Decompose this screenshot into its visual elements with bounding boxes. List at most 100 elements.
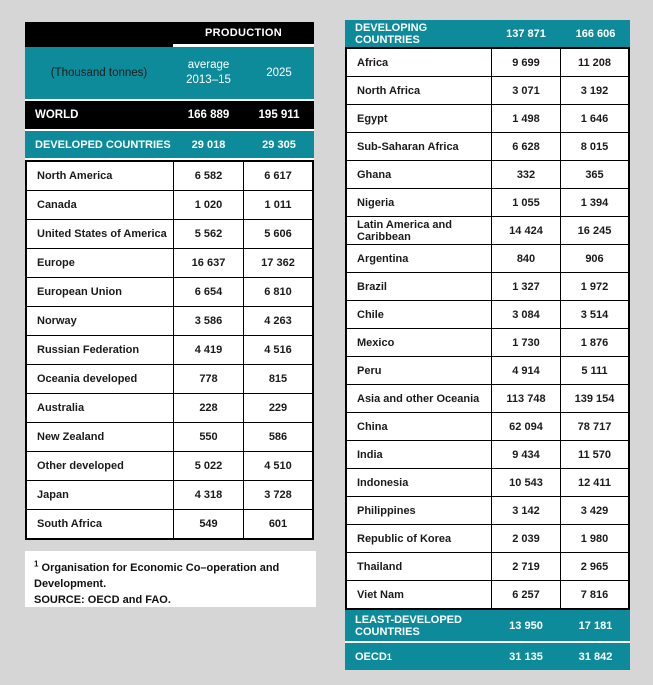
row-label: Peru [347, 357, 492, 384]
row-label: Nigeria [347, 189, 492, 216]
column-header-average-line1: average [187, 59, 230, 71]
table-row: Chile 3 084 3 514 [347, 301, 628, 329]
value-2025: 11 208 [577, 56, 612, 69]
value-2025: 3 514 [580, 308, 609, 321]
value-2025: 3 728 [264, 489, 292, 501]
row-label: DEVELOPED COUNTRIES [35, 138, 171, 151]
value-2025: 78 717 [577, 420, 612, 433]
footnote: 1 Organisation for Economic Co–operation… [25, 551, 316, 607]
row-label: OECD 1 [355, 650, 392, 663]
value-2025: 139 154 [574, 392, 615, 405]
value-2025: 31 842 [578, 650, 613, 663]
row-label: Chile [347, 301, 492, 328]
table-row: India 9 434 11 570 [347, 441, 628, 469]
value-avg: 1 327 [492, 273, 561, 300]
row-label: India [347, 441, 492, 468]
divider [25, 129, 314, 131]
row-label: Asia and other Oceania [347, 385, 492, 412]
row-label: Mexico [347, 329, 492, 356]
value-avg: 137 871 [506, 27, 546, 40]
row-label: China [347, 413, 492, 440]
value-2025: 11 570 [577, 448, 612, 461]
row-label: Egypt [347, 105, 492, 132]
value-avg: 9 699 [492, 49, 561, 76]
row-label: WORLD [35, 109, 79, 121]
value-2025: 195 911 [258, 109, 300, 121]
footnote-line1: 1 Organisation for Economic Co–operation… [34, 560, 308, 592]
value-2025: 601 [268, 518, 288, 530]
value-avg: 3 071 [492, 77, 561, 104]
production-header: PRODUCTION [173, 22, 314, 47]
table-row: Peru 4 914 5 111 [347, 357, 628, 385]
value-2025: 3 429 [580, 504, 609, 517]
value-avg: 1 498 [492, 105, 561, 132]
table-row: Australia 228 229 [27, 394, 312, 423]
value-2025: 4 516 [264, 344, 292, 356]
row-label: Australia [27, 394, 174, 422]
value-2025: 1 980 [580, 532, 609, 545]
row-label: Russian Federation [27, 336, 174, 364]
value-avg: 10 543 [492, 469, 561, 496]
value-2025: 1 646 [580, 112, 609, 125]
value-avg: 14 424 [492, 217, 561, 244]
value-2025: 17 362 [261, 257, 295, 269]
row-label: Canada [27, 191, 174, 219]
least-developed-countries-row: LEAST-DEVELOPED COUNTRIES 13 950 17 181 [345, 610, 630, 641]
column-header-average: average 2013–15 [173, 47, 244, 99]
value-avg: 5 562 [174, 220, 244, 248]
value-2025: 6 810 [264, 286, 292, 298]
table-row: Russian Federation 4 419 4 516 [27, 336, 312, 365]
row-label: Ghana [347, 161, 492, 188]
value-avg: 6 654 [174, 278, 244, 306]
divider [345, 641, 630, 643]
table-row: Ghana 332 365 [347, 161, 628, 189]
table-row: New Zealand 550 586 [27, 423, 312, 452]
value-avg: 4 419 [174, 336, 244, 364]
value-2025: 29 305 [262, 138, 296, 151]
value-avg: 166 889 [187, 109, 230, 121]
value-avg: 3 586 [174, 307, 244, 335]
value-2025: 4 263 [264, 315, 292, 327]
value-avg: 332 [492, 161, 561, 188]
row-label: Japan [27, 481, 174, 509]
value-2025: 815 [268, 373, 288, 385]
value-avg: 16 637 [174, 249, 244, 277]
developing-data-block: Africa 9 699 11 208 North Africa 3 071 3… [345, 47, 630, 610]
row-label: Latin America and Caribbean [347, 217, 492, 244]
right-table: DEVELOPING COUNTRIES 137 871 166 606 Afr… [345, 20, 630, 670]
value-2025: 1 972 [580, 280, 609, 293]
value-2025: 1 394 [580, 196, 609, 209]
table-row: Philippines 3 142 3 429 [347, 497, 628, 525]
table-row: Indonesia 10 543 12 411 [347, 469, 628, 497]
value-avg: 62 094 [492, 413, 561, 440]
oecd-label: OECD [355, 650, 387, 663]
table-row: Viet Nam 6 257 7 816 [347, 581, 628, 608]
production-header-row: PRODUCTION [25, 22, 314, 47]
value-avg: 228 [174, 394, 244, 422]
value-2025: 7 816 [580, 588, 609, 601]
table-row: Brazil 1 327 1 972 [347, 273, 628, 301]
value-2025: 6 617 [264, 170, 292, 182]
table-row: Nigeria 1 055 1 394 [347, 189, 628, 217]
value-2025: 229 [268, 402, 288, 414]
footnote-superscript: 1 [34, 559, 39, 569]
value-avg: 4 914 [492, 357, 561, 384]
value-2025: 1 011 [264, 199, 292, 211]
developed-countries-row: DEVELOPED COUNTRIES 29 018 29 305 [25, 131, 314, 158]
value-avg: 4 318 [174, 481, 244, 509]
table-row: Republic of Korea 2 039 1 980 [347, 525, 628, 553]
table-row: European Union 6 654 6 810 [27, 278, 312, 307]
row-label: LEAST-DEVELOPED COUNTRIES [355, 613, 462, 638]
table-row: Egypt 1 498 1 646 [347, 105, 628, 133]
table-row: Thailand 2 719 2 965 [347, 553, 628, 581]
value-avg: 1 020 [174, 191, 244, 219]
value-avg: 549 [174, 510, 244, 538]
table-row: Asia and other Oceania 113 748 139 154 [347, 385, 628, 413]
table-row: North Africa 3 071 3 192 [347, 77, 628, 105]
header-spacer [25, 22, 173, 47]
table-row: Mexico 1 730 1 876 [347, 329, 628, 357]
developing-countries-row: DEVELOPING COUNTRIES 137 871 166 606 [345, 20, 630, 47]
divider [25, 158, 314, 160]
developed-data-block: North America 6 582 6 617 Canada 1 020 1… [25, 160, 314, 540]
value-2025: 12 411 [577, 476, 612, 489]
